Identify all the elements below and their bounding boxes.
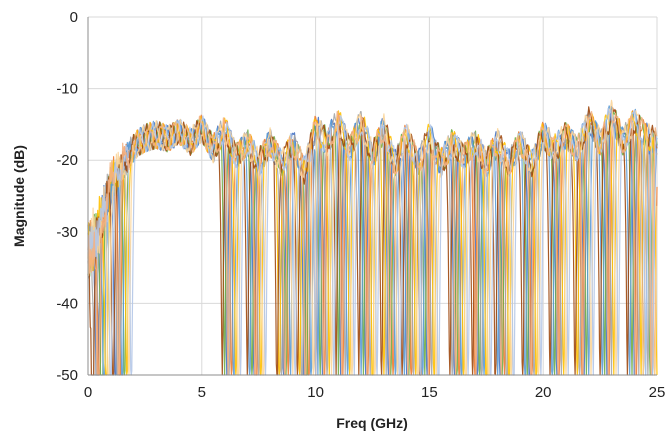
x-tick-label: 0 <box>84 384 92 401</box>
y-tick-label: -20 <box>56 152 78 169</box>
x-tick-label: 5 <box>198 384 206 401</box>
series-line-9 <box>87 110 658 376</box>
x-tick-label: 20 <box>535 384 552 401</box>
series-group <box>87 99 658 376</box>
x-axis-title: Freq (GHz) <box>336 415 408 431</box>
y-axis-title: Magnitude (dB) <box>11 145 27 247</box>
x-tick-label: 25 <box>649 384 666 401</box>
y-tick-label: 0 <box>70 9 78 26</box>
x-tick-label: 10 <box>307 384 324 401</box>
series-line-7 <box>87 99 658 376</box>
y-tick-label: -10 <box>56 81 78 98</box>
axes <box>87 17 657 376</box>
tick-labels: 0 5 10 15 20 25 0 -10 -20 -30 -40 -50 <box>56 9 665 401</box>
y-tick-label: -50 <box>56 367 78 384</box>
x-tick-label: 15 <box>421 384 438 401</box>
y-tick-label: -40 <box>56 295 78 312</box>
y-tick-label: -30 <box>56 224 78 241</box>
